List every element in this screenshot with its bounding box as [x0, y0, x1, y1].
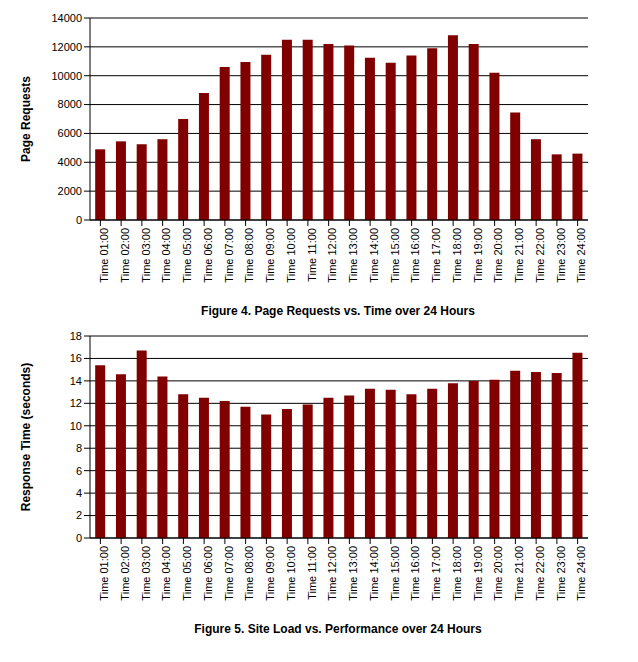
svg-text:10: 10 — [70, 420, 82, 432]
svg-text:Time 16:00: Time 16:00 — [409, 228, 421, 283]
svg-text:Time 04:00: Time 04:00 — [160, 228, 172, 283]
svg-text:Time 04:00: Time 04:00 — [160, 546, 172, 601]
svg-text:Time 07:00: Time 07:00 — [223, 546, 235, 601]
svg-text:Time 14:00: Time 14:00 — [368, 228, 380, 283]
svg-text:Time 22:00: Time 22:00 — [534, 546, 546, 601]
svg-text:Time 24:00: Time 24:00 — [575, 546, 587, 601]
svg-text:Time 06:00: Time 06:00 — [202, 546, 214, 601]
svg-text:4: 4 — [76, 487, 82, 499]
svg-text:Time 11:00: Time 11:00 — [306, 228, 318, 282]
svg-text:18: 18 — [70, 330, 82, 342]
svg-text:12: 12 — [70, 397, 82, 409]
svg-text:Time 05:00: Time 05:00 — [181, 546, 193, 601]
svg-text:Time 10:00: Time 10:00 — [285, 228, 297, 283]
svg-text:0: 0 — [76, 214, 82, 226]
svg-text:Time 01:00: Time 01:00 — [98, 546, 110, 601]
svg-text:Time 11:00: Time 11:00 — [306, 546, 318, 600]
svg-text:Time 12:00: Time 12:00 — [326, 546, 338, 601]
svg-text:Time 20:00: Time 20:00 — [492, 546, 504, 601]
svg-text:Time 13:00: Time 13:00 — [347, 228, 359, 283]
svg-text:Time 22:00: Time 22:00 — [534, 228, 546, 283]
svg-text:Time 02:00: Time 02:00 — [119, 546, 131, 601]
svg-text:16: 16 — [70, 352, 82, 364]
svg-text:Time 19:00: Time 19:00 — [472, 228, 484, 283]
svg-text:14000: 14000 — [51, 12, 82, 24]
svg-text:Time 15:00: Time 15:00 — [389, 228, 401, 283]
svg-text:Time 07:00: Time 07:00 — [223, 228, 235, 283]
svg-text:Time 16:00: Time 16:00 — [409, 546, 421, 601]
svg-text:Time 10:00: Time 10:00 — [285, 546, 297, 601]
svg-text:Time 21:00: Time 21:00 — [513, 546, 525, 601]
svg-text:Time 19:00: Time 19:00 — [472, 546, 484, 601]
svg-text:Time 18:00: Time 18:00 — [451, 546, 463, 601]
svg-text:Time 08:00: Time 08:00 — [243, 546, 255, 601]
html-text:Figure 5. Site Load vs. Perfor: Figure 5. Site Load vs. Performance over… — [194, 622, 482, 636]
svg-text:6: 6 — [76, 465, 82, 477]
svg-text:Time 01:00: Time 01:00 — [98, 228, 110, 283]
svg-text:8: 8 — [76, 442, 82, 454]
svg-text:Time 20:00: Time 20:00 — [492, 228, 504, 283]
svg-text:0: 0 — [76, 532, 82, 544]
svg-text:Time 09:00: Time 09:00 — [264, 546, 276, 601]
svg-text:2000: 2000 — [58, 185, 82, 197]
svg-text:Time 09:00: Time 09:00 — [264, 228, 276, 283]
svg-text:Time 12:00: Time 12:00 — [326, 228, 338, 283]
svg-text:10000: 10000 — [51, 70, 82, 82]
svg-text:Time 17:00: Time 17:00 — [430, 228, 442, 283]
svg-text:Time 23:00: Time 23:00 — [555, 228, 567, 283]
svg-text:4000: 4000 — [58, 156, 82, 168]
svg-text:12000: 12000 — [51, 41, 82, 53]
svg-text:Time 15:00: Time 15:00 — [389, 546, 401, 601]
svg-text:Time 06:00: Time 06:00 — [202, 228, 214, 283]
svg-text:Time 08:00: Time 08:00 — [243, 228, 255, 283]
svg-text:2: 2 — [76, 509, 82, 521]
svg-text:8000: 8000 — [58, 98, 82, 110]
svg-text:Time 18:00: Time 18:00 — [451, 228, 463, 283]
svg-text:14: 14 — [70, 375, 82, 387]
svg-text:Time 05:00: Time 05:00 — [181, 228, 193, 283]
svg-text:Response Time (seconds): Response Time (seconds) — [19, 363, 33, 512]
svg-text:6000: 6000 — [58, 127, 82, 139]
svg-text:Time 13:00: Time 13:00 — [347, 546, 359, 601]
svg-text:Time 03:00: Time 03:00 — [140, 228, 152, 283]
svg-text:Time 23:00: Time 23:00 — [555, 546, 567, 601]
svg-text:Page Requests: Page Requests — [19, 76, 33, 162]
svg-text:Time 14:00: Time 14:00 — [368, 546, 380, 601]
svg-text:Time 17:00: Time 17:00 — [430, 546, 442, 601]
html-text:Figure 4. Page Requests vs. Ti: Figure 4. Page Requests vs. Time over 24… — [201, 304, 475, 318]
svg-text:Time 21:00: Time 21:00 — [513, 228, 525, 283]
svg-text:Time 02:00: Time 02:00 — [119, 228, 131, 283]
svg-text:Time 24:00: Time 24:00 — [575, 228, 587, 283]
svg-text:Time 03:00: Time 03:00 — [140, 546, 152, 601]
